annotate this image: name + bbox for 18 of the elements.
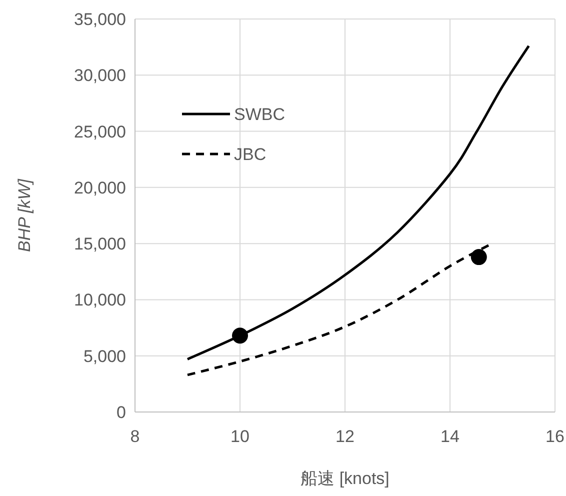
x-tick-label: 8 bbox=[130, 427, 140, 446]
x-tick-label: 14 bbox=[440, 427, 460, 446]
legend-label: JBC bbox=[234, 145, 266, 164]
y-tick-label: 25,000 bbox=[74, 122, 126, 142]
x-tick-label: 10 bbox=[230, 427, 250, 446]
y-tick-label: 5,000 bbox=[83, 346, 126, 366]
y-tick-label: 20,000 bbox=[74, 178, 126, 198]
y-tick-label: 35,000 bbox=[74, 10, 126, 29]
x-axis-title: 船速 [knots] bbox=[300, 469, 390, 488]
y-tick-label: 30,000 bbox=[74, 66, 126, 86]
y-axis-title: BHP [kW] bbox=[15, 178, 34, 252]
line-series bbox=[186, 44, 530, 360]
x-tick-label: 12 bbox=[336, 427, 354, 446]
x-tick-label: 16 bbox=[546, 427, 564, 446]
y-tick-label: 15,000 bbox=[74, 234, 126, 254]
y-tick-label: 0 bbox=[116, 403, 126, 422]
legend-label: SWBC bbox=[234, 105, 285, 124]
y-tick-label: 10,000 bbox=[74, 290, 126, 310]
